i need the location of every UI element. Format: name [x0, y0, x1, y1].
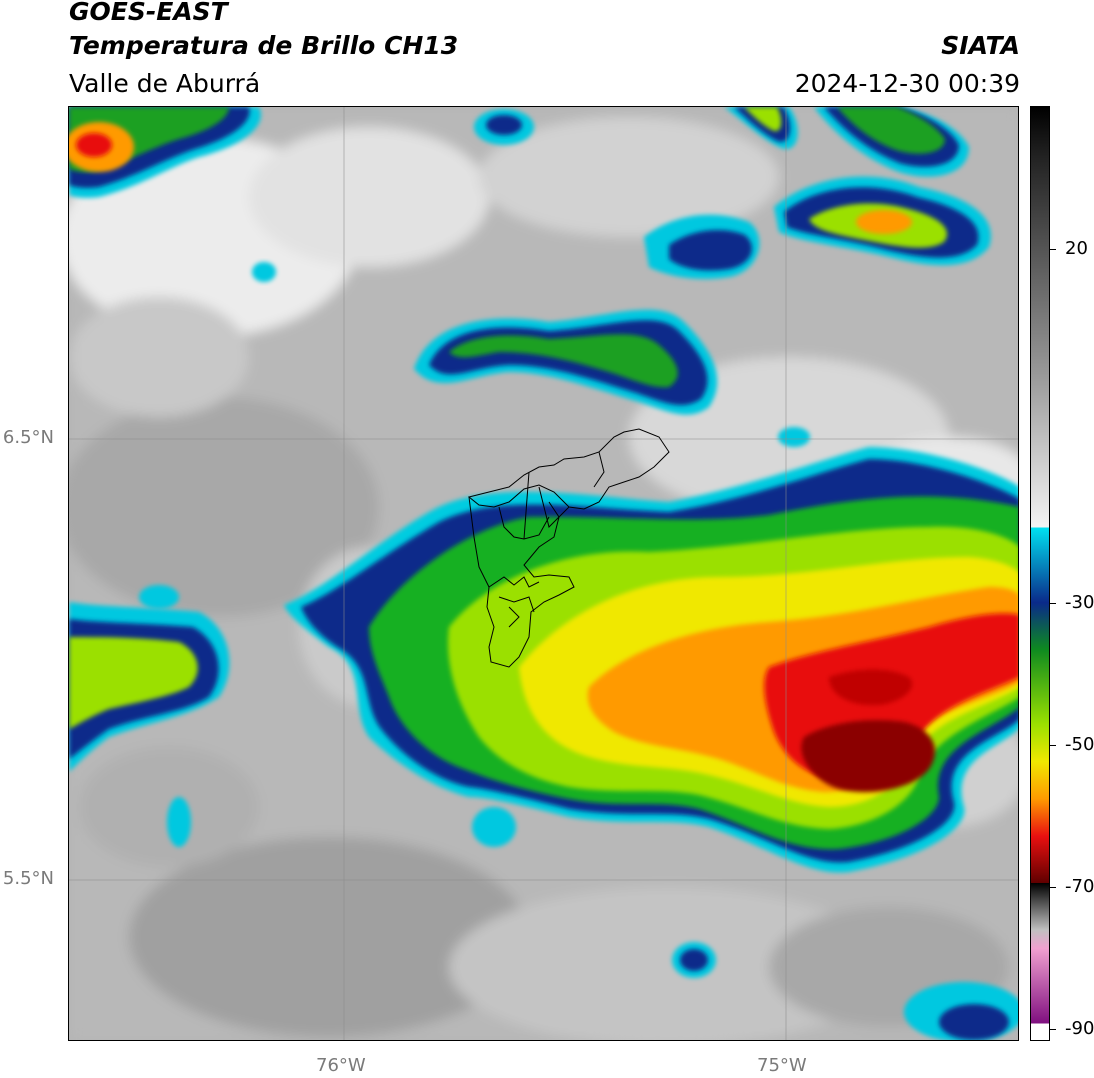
northeast-cells: [644, 107, 991, 279]
colorbar-tick: [1050, 249, 1056, 250]
satellite-title: GOES-EAST: [69, 0, 228, 26]
lat-tick-label: 5.5°N: [2, 868, 54, 889]
northwest-cell: [69, 107, 261, 198]
colorbar-tick: [1050, 887, 1056, 888]
lon-tick-label: 76°W: [316, 1055, 366, 1076]
colorbar-tick: [1050, 603, 1056, 604]
colorbar: [1030, 106, 1050, 1041]
colorbar-tick: [1050, 745, 1056, 746]
scattered-cells: [139, 109, 1018, 1040]
gridlines: [69, 107, 1018, 1040]
colorbar-label: -30: [1065, 592, 1094, 613]
colorbar-tick: [1050, 1029, 1056, 1030]
west-edge-cell: [69, 602, 230, 772]
region-subtitle: Valle de Aburrá: [69, 69, 261, 98]
lon-tick-label: 75°W: [757, 1055, 807, 1076]
institution-label: SIATA: [941, 31, 1020, 60]
colorbar-label: 20: [1065, 238, 1088, 259]
map-canvas: [69, 107, 1018, 1040]
colorbar-label: -90: [1065, 1018, 1094, 1039]
colorbar-label: -70: [1065, 876, 1094, 897]
product-title: Temperatura de Brillo CH13: [69, 31, 459, 60]
north-cloud-band: [414, 309, 718, 415]
lat-tick-label: 6.5°N: [2, 427, 54, 448]
satellite-map: [68, 106, 1019, 1041]
colorbar-label: -50: [1065, 734, 1094, 755]
datetime-label: 2024-12-30 00:39: [794, 69, 1020, 98]
municipal-boundaries: [467, 428, 670, 668]
main-storm-cell: [284, 447, 1018, 873]
